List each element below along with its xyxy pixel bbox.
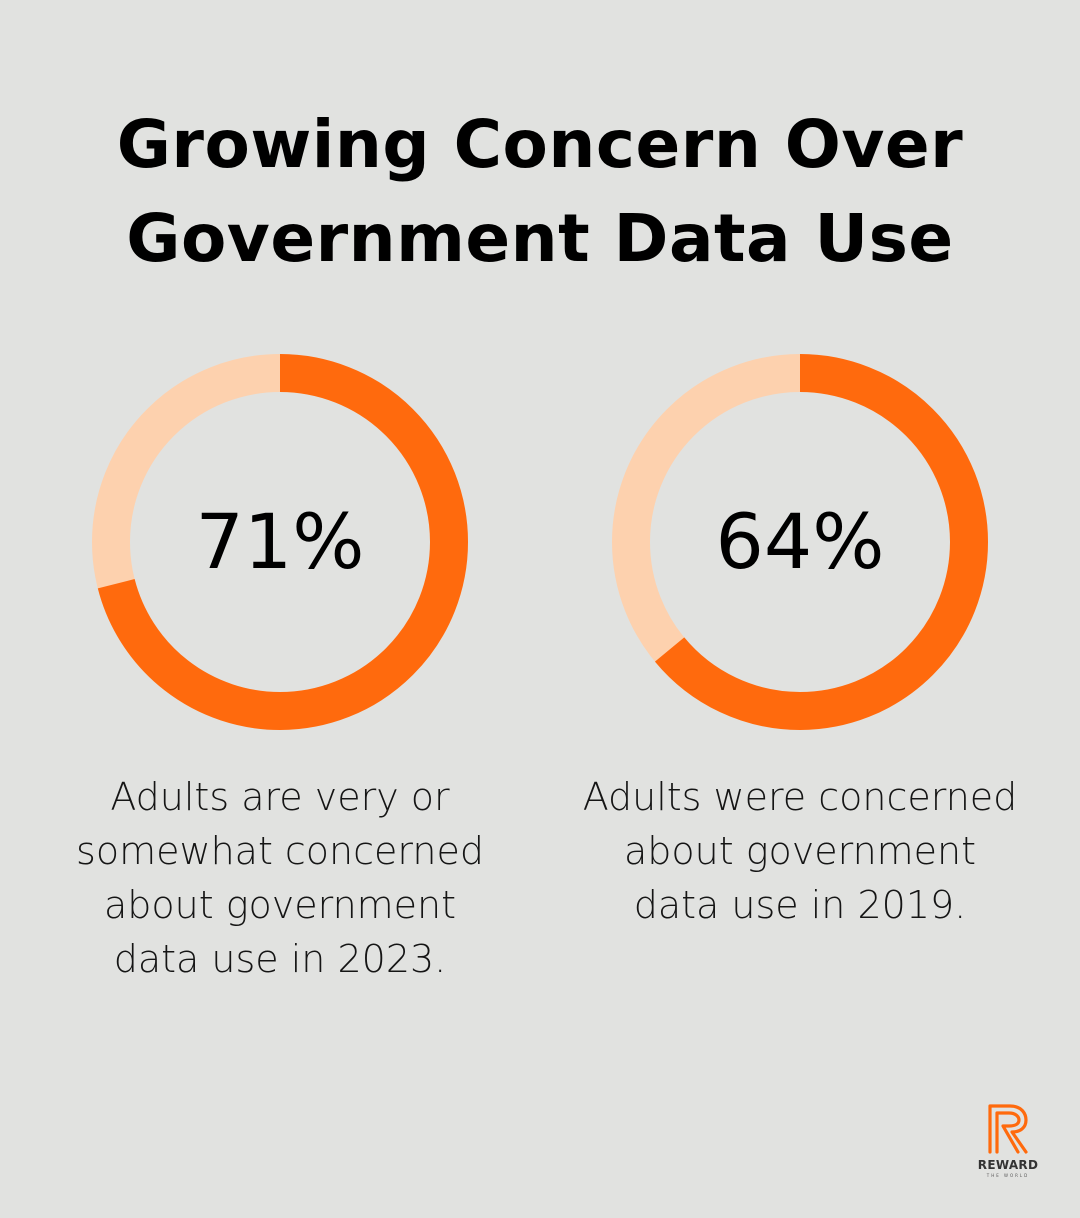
logo-wordmark: REWARD [977, 1158, 1039, 1172]
logo-tagline: THE WORLD [986, 1173, 1030, 1178]
caption-2019: Adults were concerned about government d… [582, 775, 1018, 927]
stat-2023: 71% Adults are very or somewhat concerne… [60, 354, 500, 986]
donut-value-arc [612, 354, 988, 730]
title-line-2: Government Data Use [126, 200, 954, 277]
reward-logo: REWARD THE WORLD [968, 1100, 1048, 1180]
donut-svg-2023 [92, 354, 468, 730]
caption-2023: Adults are very or somewhat concerned ab… [76, 775, 484, 981]
donut-chart-2019: 64% [612, 354, 988, 730]
donut-value-arc [92, 354, 468, 730]
chart-title: Growing Concern Over Government Data Use [0, 98, 1080, 286]
donut-chart-2023: 71% [92, 354, 468, 730]
donut-svg-2019 [612, 354, 988, 730]
percent-label-2019: 64% [715, 497, 885, 586]
percent-label-2023: 71% [195, 497, 365, 586]
stat-2019: 64% Adults were concerned about governme… [580, 354, 1020, 932]
title-line-1: Growing Concern Over [116, 106, 964, 183]
reward-r-logo-icon [988, 1104, 1028, 1154]
